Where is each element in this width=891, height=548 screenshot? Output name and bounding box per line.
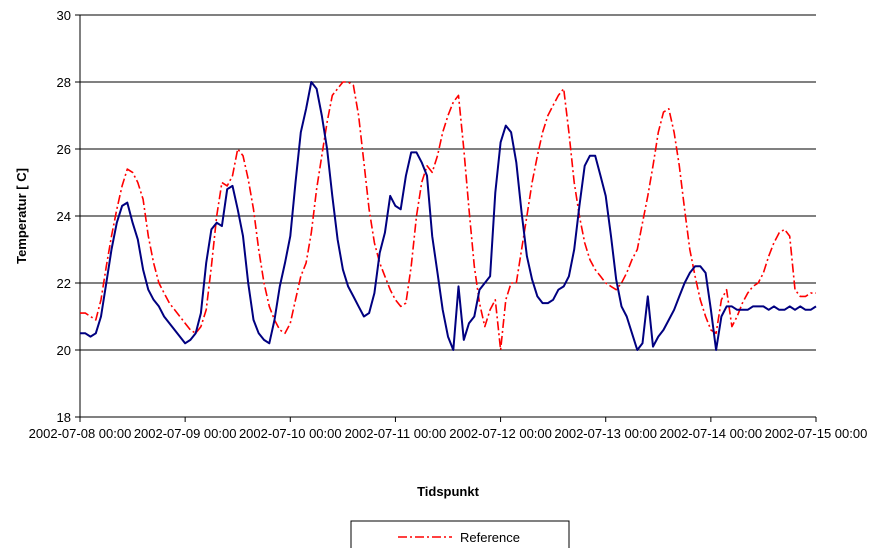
y-tick-label: 28	[57, 75, 71, 90]
x-axis-title: Tidspunkt	[417, 484, 480, 499]
y-tick-label: 20	[57, 343, 71, 358]
x-tick-label: 2002-07-13 00:00	[554, 426, 657, 441]
legend-box	[350, 520, 570, 548]
x-tick-label: 2002-07-14 00:00	[660, 426, 763, 441]
x-tick-label: 2002-07-12 00:00	[449, 426, 552, 441]
axes: 18 20 22 24 26 28 30 2002-07-08 00:00 2002-07-09…	[29, 8, 868, 441]
x-tick-label: 2002-07-08 00:00	[29, 426, 132, 441]
x-tick-label: 2002-07-15 00:00	[765, 426, 868, 441]
y-tick-label: 30	[57, 8, 71, 23]
gridlines	[80, 14, 816, 351]
legend-reference-label: Reference	[460, 530, 520, 545]
series-layer	[80, 81, 817, 351]
x-tick-label: 2002-07-11 00:00	[345, 426, 447, 441]
series-measured-line	[80, 81, 817, 351]
x-tick-label: 2002-07-10 00:00	[239, 426, 342, 441]
y-axis-title: Temperatur [ C]	[14, 168, 29, 264]
y-tick-label: 26	[57, 142, 71, 157]
y-tick-label: 24	[57, 209, 71, 224]
y-tick-label: 18	[57, 410, 71, 425]
legend: Reference	[350, 520, 570, 548]
x-tick-label: 2002-07-09 00:00	[134, 426, 237, 441]
y-tick-label: 22	[57, 276, 71, 291]
